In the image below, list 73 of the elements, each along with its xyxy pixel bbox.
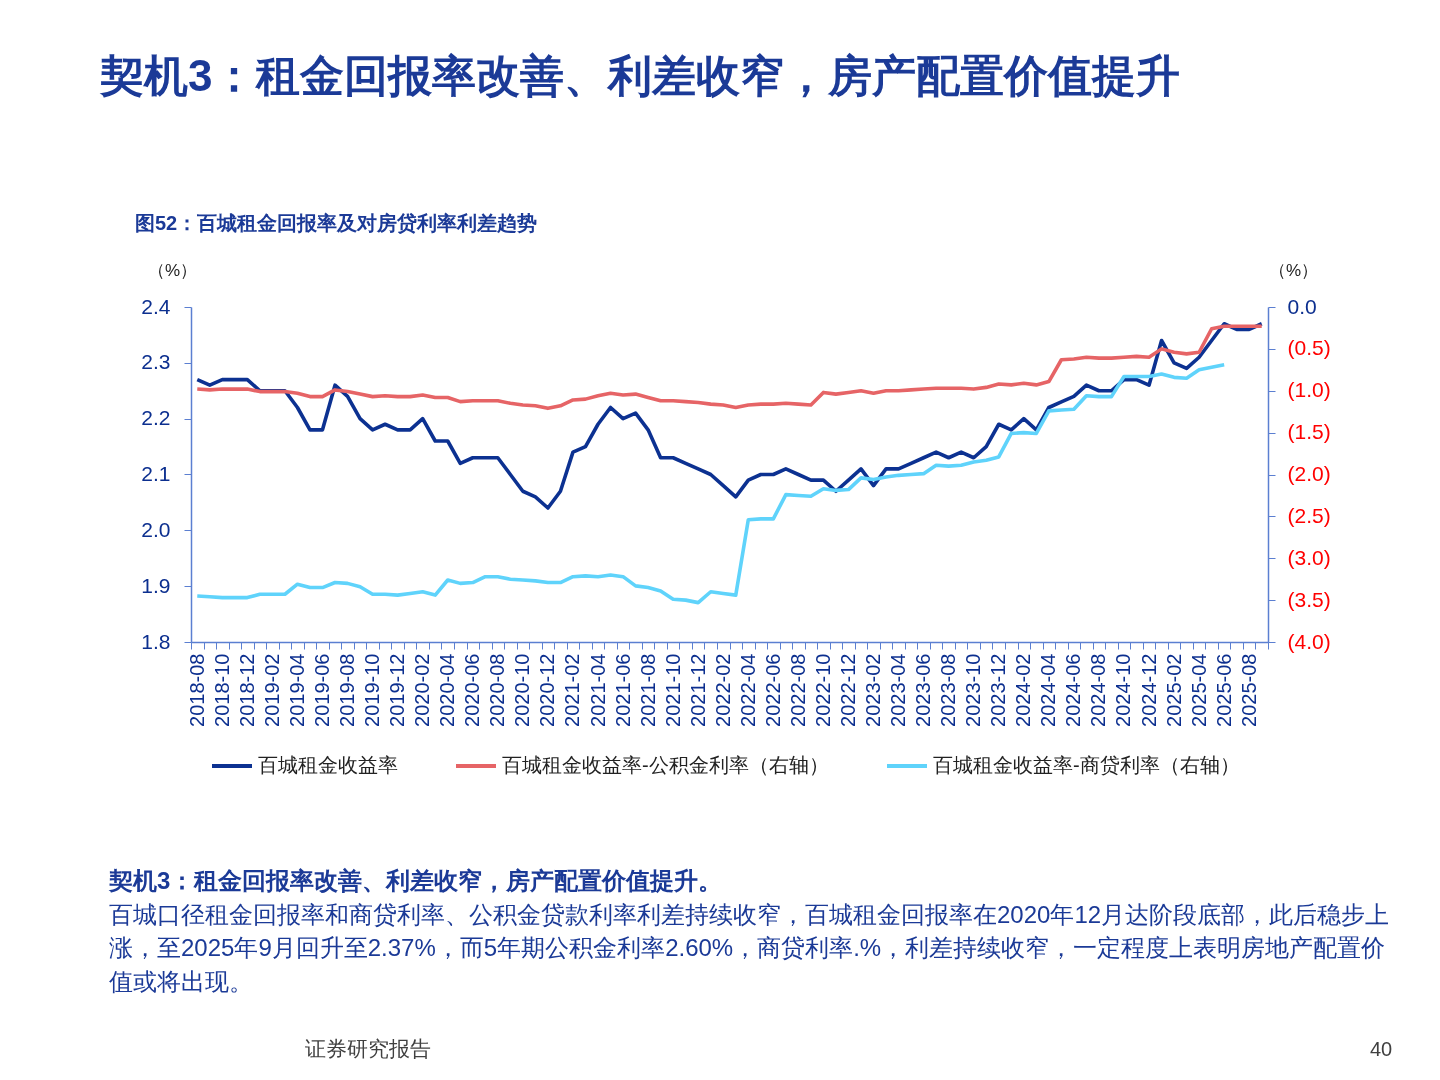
y-tick-label: 2.2	[141, 406, 171, 430]
x-tick-label: 2018-10	[210, 653, 233, 727]
text: 40	[1370, 1038, 1393, 1060]
x-tick-label: 2020-06	[461, 653, 484, 727]
y2-tick-label: (3.5)	[1287, 587, 1331, 611]
x-tick-label: 2020-10	[511, 653, 534, 727]
x-tick-label: 2025-04	[1187, 653, 1210, 727]
text: 契机3：租金回报率改善、利差收窄，房产配置价值提升。	[108, 867, 723, 894]
x-tick-label: 2022-02	[711, 653, 734, 727]
legend-label: 百城租金收益率-公积金利率（右轴）	[502, 754, 829, 776]
legend-label: 百城租金收益率-商贷利率（右轴）	[933, 754, 1240, 776]
x-tick-label: 2024-12	[1137, 653, 1160, 727]
text: 契机3：租金回报率改善、利差收窄，房产配置价值提升	[99, 51, 1181, 100]
y2-axis-title: （%）	[1268, 260, 1319, 280]
text: 百城口径租金回报率和商贷利率、公积金贷款利率利差持续收窄，百城租金回报率在2020年12月达阶段底部，此后稳步上涨，至2025年9月回升至2.37%，而5年期公积金利率2.60%，商贷利率.%，利差持续收窄，一定程度上表明房地产配置价值或将出现。	[109, 900, 1390, 995]
x-tick-label: 2024-10	[1112, 653, 1135, 727]
y-axis-title: （%）	[147, 260, 198, 280]
x-tick-label: 2022-04	[736, 653, 759, 727]
x-tick-label: 2023-10	[962, 653, 985, 727]
x-tick-label: 2024-04	[1037, 653, 1060, 727]
x-tick-label: 2021-08	[636, 653, 659, 727]
y-tick-label: 1.9	[141, 573, 171, 597]
x-tick-label: 2021-12	[686, 653, 709, 727]
y-tick-label: 2.1	[141, 462, 171, 485]
x-tick-label: 2020-08	[486, 653, 509, 727]
x-tick-label: 2023-02	[862, 653, 885, 727]
x-tick-label: 2018-08	[185, 653, 208, 727]
chart-title: 图52：百城租金回报率及对房贷利率利差趋势	[135, 212, 538, 234]
x-tick-label: 2023-08	[937, 653, 960, 727]
x-tick-label: 2023-06	[912, 653, 935, 727]
x-tick-label: 2025-08	[1237, 653, 1260, 727]
y2-tick-label: (1.5)	[1287, 420, 1331, 444]
x-tick-label: 2022-06	[761, 653, 784, 727]
x-tick-label: 2021-10	[661, 653, 684, 727]
y2-tick-label: (1.0)	[1287, 378, 1331, 402]
y2-tick-label: (2.0)	[1287, 462, 1331, 485]
x-tick-label: 2024-06	[1062, 653, 1085, 727]
x-tick-label: 2023-04	[887, 653, 910, 727]
y2-tick-label: 0.0	[1287, 294, 1317, 318]
x-tick-label: 2021-02	[561, 653, 584, 727]
x-tick-label: 2024-02	[1012, 653, 1035, 727]
y2-tick-label: (2.5)	[1287, 503, 1331, 527]
x-tick-label: 2020-02	[411, 653, 434, 727]
y2-tick-label: (4.0)	[1287, 629, 1331, 653]
x-tick-label: 2025-02	[1162, 653, 1185, 727]
line-series	[195, 324, 1264, 411]
x-tick-label: 2024-08	[1087, 653, 1110, 727]
x-tick-label: 2023-12	[987, 653, 1010, 727]
x-tick-label: 2020-04	[436, 653, 459, 727]
x-tick-label: 2019-04	[285, 653, 308, 727]
x-tick-label: 2021-06	[611, 653, 634, 727]
x-tick-label: 2022-08	[786, 653, 809, 727]
x-tick-label: 2018-12	[235, 653, 258, 727]
legend-label: 百城租金收益率	[258, 754, 398, 776]
y2-tick-label: (0.5)	[1287, 336, 1331, 360]
x-tick-label: 2019-02	[260, 653, 283, 727]
y-tick-label: 2.0	[141, 517, 171, 541]
y-tick-label: 2.4	[141, 294, 171, 318]
x-tick-label: 2020-12	[536, 653, 559, 727]
x-tick-label: 2019-06	[310, 653, 333, 727]
x-tick-label: 2021-04	[586, 653, 609, 727]
y-tick-label: 2.3	[141, 350, 171, 374]
x-tick-label: 2019-12	[386, 653, 409, 727]
text: 证券研究报告	[305, 1037, 431, 1060]
line-series	[195, 362, 1226, 605]
x-tick-label: 2019-08	[336, 653, 359, 727]
x-tick-label: 2022-10	[811, 653, 834, 727]
line-series	[195, 321, 1264, 510]
y2-tick-label: (3.0)	[1287, 545, 1331, 569]
x-tick-label: 2019-10	[361, 653, 384, 727]
x-tick-label: 2025-06	[1212, 653, 1235, 727]
y-tick-label: 1.8	[141, 629, 171, 653]
x-tick-label: 2022-12	[836, 653, 859, 727]
